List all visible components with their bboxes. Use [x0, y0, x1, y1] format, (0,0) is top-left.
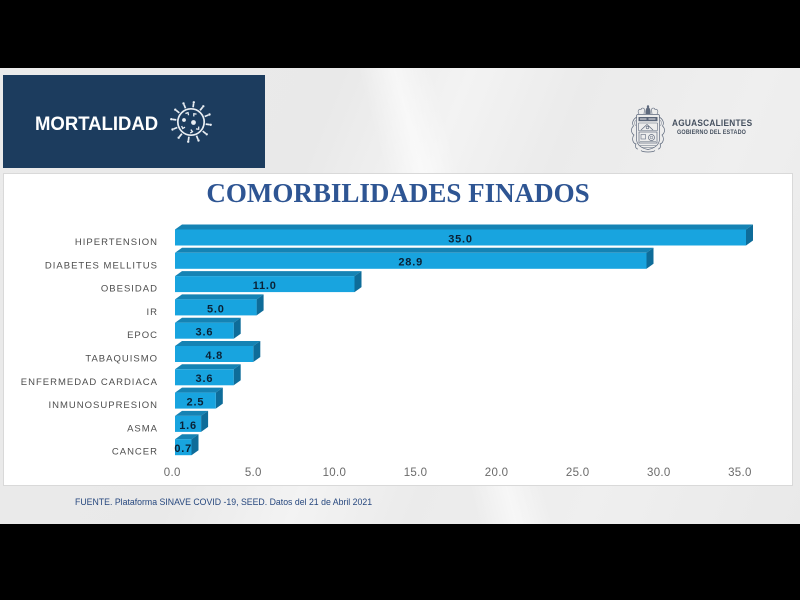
svg-text:0.0: 0.0 [164, 467, 181, 479]
svg-text:25.0: 25.0 [566, 467, 590, 479]
svg-text:ASMA: ASMA [127, 423, 158, 434]
svg-text:30.0: 30.0 [647, 467, 671, 479]
svg-text:10.0: 10.0 [323, 467, 347, 479]
svg-text:4.8: 4.8 [205, 350, 223, 362]
svg-text:CANCER: CANCER [112, 447, 158, 458]
svg-text:DIABETES MELLITUS: DIABETES MELLITUS [45, 260, 158, 271]
svg-text:35.0: 35.0 [728, 467, 752, 479]
svg-text:15.0: 15.0 [404, 467, 428, 479]
svg-text:5.0: 5.0 [245, 467, 262, 479]
svg-text:INMUNOSUPRESION: INMUNOSUPRESION [49, 400, 158, 411]
svg-text:35.0: 35.0 [448, 233, 473, 245]
svg-text:2.5: 2.5 [187, 397, 205, 409]
svg-text:HIPERTENSION: HIPERTENSION [75, 237, 158, 248]
svg-text:28.9: 28.9 [398, 257, 423, 269]
svg-text:TABAQUISMO: TABAQUISMO [85, 354, 158, 365]
svg-text:IR: IR [147, 307, 159, 318]
svg-text:OBESIDAD: OBESIDAD [101, 284, 158, 295]
svg-text:EPOC: EPOC [127, 330, 158, 341]
svg-text:3.6: 3.6 [196, 373, 214, 385]
svg-text:0.7: 0.7 [174, 443, 192, 455]
svg-text:ENFERMEDAD CARDIACA: ENFERMEDAD CARDIACA [21, 377, 158, 388]
svg-text:1.6: 1.6 [179, 420, 197, 432]
svg-text:11.0: 11.0 [253, 280, 277, 292]
svg-text:3.6: 3.6 [196, 327, 214, 339]
svg-text:5.0: 5.0 [207, 303, 225, 315]
svg-text:20.0: 20.0 [485, 467, 509, 479]
